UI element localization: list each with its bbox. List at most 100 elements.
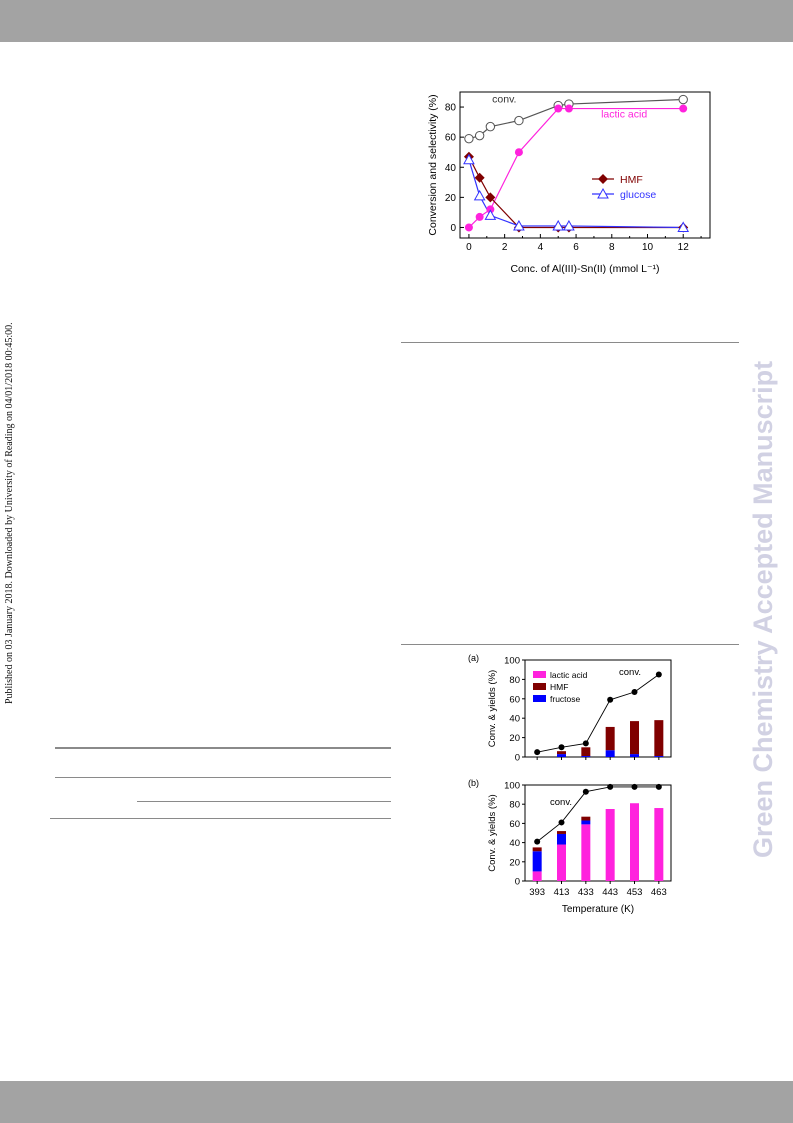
data-point — [463, 153, 475, 165]
legend-label-glucose: glucose — [620, 189, 656, 201]
publication-note: Published on 03 January 2018. Downloaded… — [4, 322, 15, 704]
y-tick-label: 100 — [504, 656, 520, 667]
x-tick-label: 443 — [602, 887, 618, 898]
annotation-conv: conv. — [492, 94, 516, 106]
y-tick-label: 40 — [509, 838, 520, 849]
plot-frame — [524, 784, 672, 882]
data-point — [514, 148, 523, 157]
bar-segment — [605, 809, 615, 881]
x-tick-label: 413 — [554, 887, 570, 898]
bar-segment — [630, 721, 639, 755]
y-tick-label: 20 — [509, 857, 520, 868]
table-rule — [55, 777, 391, 778]
conversion-point — [534, 838, 541, 845]
x-tick-label: 10 — [642, 242, 654, 253]
data-point — [513, 219, 525, 231]
legend-marker-glucose — [597, 187, 609, 199]
bar-segment — [557, 844, 566, 881]
data-point — [678, 94, 688, 105]
bar-segment — [557, 831, 566, 834]
x-tick-label: 6 — [573, 242, 579, 253]
data-point — [485, 192, 496, 203]
legend-swatch — [533, 683, 546, 690]
bar-segment — [581, 756, 591, 757]
conversion-point — [655, 783, 662, 790]
x-tick-label: 393 — [529, 887, 545, 898]
legend-label-hmf: HMF — [620, 174, 643, 186]
x-tick-label: 2 — [502, 242, 508, 253]
y-tick-label: 80 — [509, 675, 520, 686]
bar-segment — [532, 847, 542, 852]
table-rule — [50, 818, 391, 819]
legend-swatch — [533, 671, 546, 678]
y-tick-label: 20 — [509, 733, 520, 744]
conversion-point — [607, 696, 614, 703]
bar-segment — [532, 851, 542, 872]
data-point — [473, 189, 486, 201]
y-tick-label: 40 — [509, 714, 520, 725]
legend-swatch — [533, 695, 546, 702]
bar-segment — [654, 808, 664, 881]
conversion-point — [558, 819, 565, 826]
x-tick-label: 0 — [466, 242, 472, 253]
conversion-point — [631, 689, 638, 696]
legend-label: HMF — [550, 682, 568, 692]
y-tick-label: 80 — [509, 800, 520, 811]
bar-segment — [630, 803, 639, 881]
bar-segment — [581, 816, 591, 821]
bar-segment — [654, 756, 664, 757]
panel-label: (a) — [468, 653, 479, 663]
data-point — [677, 221, 690, 232]
x-tick-label: 433 — [578, 887, 594, 898]
annotation-lactic-acid: lactic acid — [601, 109, 647, 121]
legend-label: lactic acid — [550, 670, 588, 680]
x-tick-label: 8 — [609, 242, 615, 253]
data-point — [679, 104, 688, 113]
y-axis-label: Conv. & yields (%) — [487, 670, 498, 747]
conversion-line — [536, 786, 659, 842]
y-axis-label: Conversion and selectivity (%) — [427, 94, 439, 235]
y-tick-label: 20 — [445, 193, 457, 204]
conversion-point — [534, 749, 541, 756]
series-line — [468, 107, 684, 228]
data-point — [464, 133, 474, 144]
y-tick-label: 0 — [515, 753, 520, 764]
bar-segment — [532, 871, 542, 881]
y-tick-label: 40 — [445, 163, 457, 174]
y-tick-label: 0 — [450, 223, 456, 234]
annotation-conv: conv. — [619, 667, 641, 678]
bar-segment — [557, 754, 566, 757]
plot-frame — [524, 659, 672, 758]
bar-segment — [605, 726, 615, 751]
data-point — [475, 212, 484, 221]
x-tick-label: 453 — [627, 887, 643, 898]
bar-segment — [581, 824, 591, 881]
bar-segment — [654, 720, 664, 757]
conversion-point — [558, 744, 565, 751]
bar-segment — [581, 747, 591, 757]
data-point — [484, 209, 497, 220]
bar-segment — [557, 751, 566, 755]
x-tick-label: 463 — [651, 887, 667, 898]
x-axis-label: Temperature (K) — [562, 904, 634, 915]
table-rule — [55, 747, 391, 749]
header-band — [0, 0, 793, 42]
y-tick-label: 0 — [515, 877, 520, 888]
data-point — [564, 104, 573, 113]
separator-rule — [401, 644, 739, 645]
bar-segment — [557, 833, 566, 845]
panel-label: (b) — [468, 778, 479, 788]
y-tick-label: 60 — [509, 694, 520, 705]
x-tick-label: 12 — [678, 242, 690, 253]
conversion-point — [582, 740, 589, 747]
y-tick-label: 60 — [509, 819, 520, 830]
conversion-point — [655, 671, 662, 678]
data-point — [474, 172, 485, 183]
bar-segment — [581, 820, 591, 825]
table-rule — [137, 801, 391, 802]
y-tick-label: 100 — [504, 781, 520, 792]
data-point — [563, 219, 575, 231]
bar-segment — [605, 750, 615, 757]
y-tick-label: 60 — [445, 133, 457, 144]
conversion-point — [582, 788, 589, 795]
